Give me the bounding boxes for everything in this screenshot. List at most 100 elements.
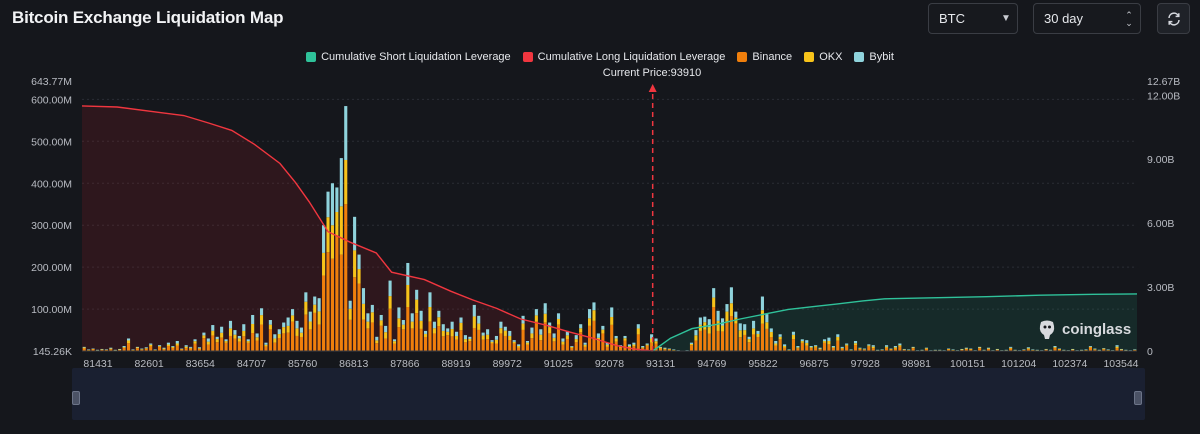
bar-bybit [184, 345, 188, 347]
bar-bybit [898, 343, 902, 346]
bar-binance [375, 343, 379, 352]
bar-bybit [1066, 350, 1070, 351]
bar-bybit [1022, 349, 1026, 350]
bar-bybit [384, 325, 388, 333]
bar-bybit [197, 347, 202, 349]
bar-bybit [614, 335, 618, 339]
bar-okx [1084, 349, 1088, 351]
bar-okx [525, 342, 530, 345]
bar-binance [486, 339, 490, 352]
bar-binance [858, 348, 862, 352]
bar-okx [964, 348, 968, 350]
bar-okx [534, 315, 538, 322]
bar-bybit [778, 334, 782, 337]
bar-bybit [499, 321, 503, 329]
bar-okx [752, 328, 756, 335]
legend-item-bybit[interactable]: Bybit [854, 51, 894, 63]
y-left-tick-label: 600.00M [31, 94, 72, 106]
bar-okx [379, 320, 383, 326]
bar-binance [796, 348, 800, 352]
y-right-tick-label: 12.67B [1147, 76, 1180, 88]
bar-binance [601, 333, 605, 352]
bar-bybit [215, 336, 219, 340]
zoom-handle-left[interactable] [72, 391, 80, 405]
bar-binance [969, 349, 973, 352]
legend-item-short[interactable]: Cumulative Short Liquidation Leverage [306, 51, 511, 63]
bar-bybit [707, 319, 711, 328]
bar-okx [747, 339, 751, 343]
bar-binance [752, 334, 756, 352]
bar-bybit [166, 342, 170, 345]
bar-bybit [1031, 349, 1035, 350]
bar-okx [619, 346, 623, 348]
bar-binance [548, 333, 552, 352]
bar-binance [774, 345, 778, 352]
bar-okx [220, 332, 224, 338]
bar-bybit [525, 340, 530, 343]
bar-okx [876, 350, 880, 351]
bar-binance [255, 340, 259, 352]
bar-okx [246, 341, 250, 343]
bar-bybit [929, 350, 933, 351]
bar-bybit [632, 342, 636, 345]
y-left-tick-label: 643.77M [31, 76, 72, 88]
bar-bybit [716, 310, 720, 321]
bar-bybit [375, 336, 379, 341]
bar-okx [694, 335, 698, 341]
bar-binance [388, 308, 392, 352]
legend-item-long[interactable]: Cumulative Long Liquidation Leverage [522, 51, 725, 63]
bar-bybit [339, 158, 343, 207]
bar-bybit [588, 309, 592, 319]
bar-bybit [224, 339, 228, 342]
bar-bybit [1000, 350, 1004, 351]
bar-bybit [477, 315, 481, 324]
bar-okx [623, 338, 627, 341]
bar-bybit [423, 330, 428, 334]
bar-bybit [747, 336, 751, 340]
bar-binance [361, 319, 366, 352]
bar-okx [228, 328, 233, 336]
bar-binance [251, 333, 255, 352]
x-tick-label: 89972 [493, 358, 522, 370]
legend-item-okx[interactable]: OKX [804, 51, 842, 63]
bar-binance [556, 324, 561, 352]
bar-okx [645, 344, 649, 346]
y-right-tick-label: 9.00B [1147, 154, 1174, 166]
legend-item-binance[interactable]: Binance [737, 51, 792, 63]
coin-select[interactable]: BTC ▼ [928, 3, 1018, 34]
bar-binance [273, 342, 277, 352]
bar-binance [689, 345, 694, 352]
bar-okx [189, 347, 193, 349]
bar-bybit [885, 345, 889, 347]
bar-bybit [144, 347, 148, 349]
bar-bybit [822, 339, 827, 342]
bar-okx [947, 348, 951, 350]
bar-bybit [206, 338, 210, 342]
bar-bybit [765, 314, 769, 323]
bar-bybit [712, 288, 716, 298]
bar-bybit [1097, 349, 1101, 351]
bar-okx [995, 349, 999, 350]
bar-binance [193, 343, 197, 352]
bar-bybit [1128, 350, 1132, 351]
zoom-handle-right[interactable] [1134, 391, 1142, 405]
bar-okx [282, 327, 286, 334]
refresh-button[interactable] [1157, 3, 1190, 34]
bar-bybit [667, 348, 671, 350]
bar-binance [645, 345, 649, 352]
bar-binance [370, 322, 374, 352]
bar-okx [1088, 346, 1092, 348]
bar-binance [450, 336, 454, 352]
range-select[interactable]: 30 day ⌃ ⌄ [1033, 3, 1141, 34]
bar-okx [601, 329, 605, 334]
bar-binance [1133, 349, 1137, 352]
bar-binance [964, 349, 968, 352]
bar-okx [552, 337, 556, 342]
bar-bybit [565, 330, 569, 336]
x-tick-label: 96875 [799, 358, 828, 370]
bar-bybit [370, 304, 374, 313]
bar-binance [596, 341, 600, 352]
bar-okx [330, 225, 334, 259]
zoom-slider-track[interactable] [72, 368, 1145, 420]
bar-binance [1119, 349, 1124, 352]
